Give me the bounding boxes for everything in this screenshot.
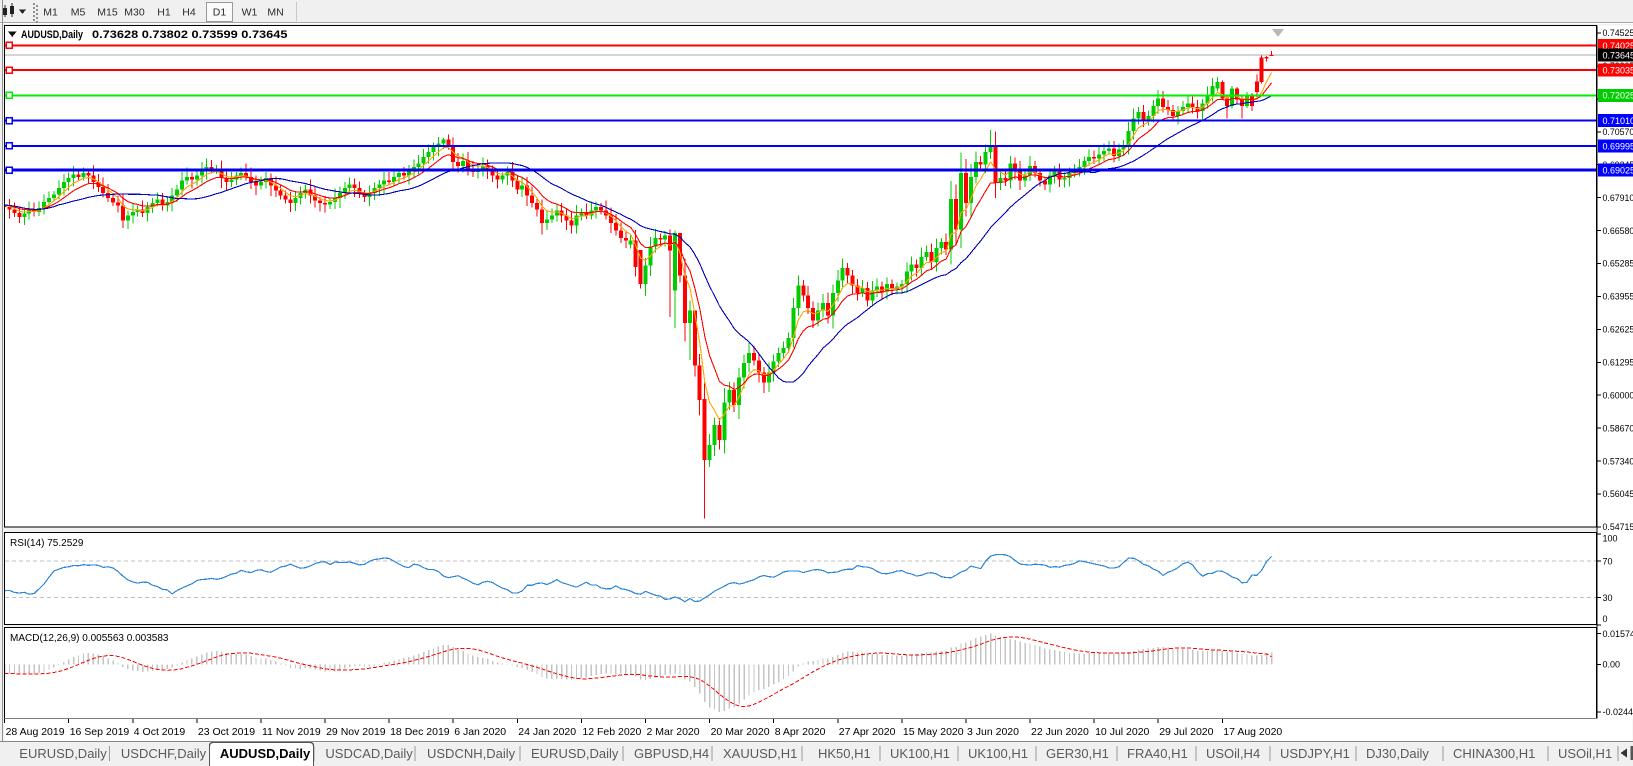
svg-text:MN: MN	[267, 7, 283, 19]
svg-text:17 Aug 2020: 17 Aug 2020	[1223, 726, 1282, 738]
svg-text:M5: M5	[71, 7, 86, 19]
svg-text:0.58670: 0.58670	[1603, 423, 1633, 433]
svg-text:UK100,H1: UK100,H1	[890, 746, 950, 761]
svg-text:USOil,H1: USOil,H1	[1558, 746, 1612, 761]
svg-text:USDJPY,H1: USDJPY,H1	[1280, 746, 1350, 761]
svg-text:70: 70	[1603, 556, 1613, 566]
svg-text:0.56045: 0.56045	[1603, 489, 1633, 499]
svg-text:0: 0	[1603, 614, 1608, 624]
svg-text:MACD(12,26,9) 0.005563 0.00358: MACD(12,26,9) 0.005563 0.003583	[10, 633, 169, 644]
svg-text:12 Feb 2020: 12 Feb 2020	[582, 726, 641, 738]
svg-text:18 Dec 2019: 18 Dec 2019	[390, 726, 450, 738]
svg-text:0.72025: 0.72025	[1603, 91, 1633, 101]
svg-text:-0.0244: -0.0244	[1603, 707, 1633, 717]
svg-text:0.63955: 0.63955	[1603, 292, 1633, 302]
svg-text:29 Nov 2019: 29 Nov 2019	[326, 726, 386, 738]
svg-text:0.71010: 0.71010	[1603, 116, 1633, 126]
svg-text:0.73645: 0.73645	[1603, 50, 1633, 60]
svg-text:29 Jul 2020: 29 Jul 2020	[1159, 726, 1213, 738]
svg-text:USDCAD,Daily: USDCAD,Daily	[325, 746, 413, 761]
svg-text:0.67910: 0.67910	[1603, 193, 1633, 203]
svg-text:0.65285: 0.65285	[1603, 259, 1633, 269]
svg-text:EURUSD,Daily: EURUSD,Daily	[19, 746, 107, 761]
svg-text:M1: M1	[43, 7, 58, 19]
svg-text:0.74525: 0.74525	[1603, 28, 1633, 38]
svg-text:GER30,H1: GER30,H1	[1046, 746, 1109, 761]
svg-text:RSI(14) 75.2529: RSI(14) 75.2529	[10, 538, 84, 549]
svg-text:0.73035: 0.73035	[1603, 66, 1633, 76]
svg-text:28 Aug 2019: 28 Aug 2019	[6, 726, 65, 738]
svg-text:H1: H1	[157, 7, 171, 19]
svg-text:0.73628 0.73802 0.73599 0.7364: 0.73628 0.73802 0.73599 0.73645	[92, 29, 288, 41]
svg-text:0.74025: 0.74025	[1603, 41, 1633, 51]
svg-text:8 Apr 2020: 8 Apr 2020	[775, 726, 826, 738]
svg-text:M30: M30	[124, 7, 145, 19]
svg-text:HK50,H1: HK50,H1	[818, 746, 871, 761]
svg-text:DJ30,Daily: DJ30,Daily	[1366, 746, 1429, 761]
svg-text:0.66580: 0.66580	[1603, 226, 1633, 236]
svg-text:22 Jun 2020: 22 Jun 2020	[1031, 726, 1089, 738]
svg-text:2 Mar 2020: 2 Mar 2020	[647, 726, 700, 738]
svg-text:6 Jan 2020: 6 Jan 2020	[454, 726, 506, 738]
svg-text:15 May 2020: 15 May 2020	[903, 726, 964, 738]
svg-text:10 Jul 2020: 10 Jul 2020	[1095, 726, 1149, 738]
svg-text:3 Jun 2020: 3 Jun 2020	[967, 726, 1019, 738]
svg-text:M15: M15	[97, 7, 118, 19]
svg-text:23 Oct 2019: 23 Oct 2019	[198, 726, 255, 738]
svg-text:0.00: 0.00	[1603, 660, 1621, 670]
svg-text:H4: H4	[182, 7, 196, 19]
svg-text:0.62625: 0.62625	[1603, 325, 1633, 335]
svg-text:0.69025: 0.69025	[1603, 166, 1633, 176]
svg-text:11 Nov 2019: 11 Nov 2019	[262, 726, 321, 738]
svg-text:24 Jan 2020: 24 Jan 2020	[518, 726, 576, 738]
svg-text:4 Oct 2019: 4 Oct 2019	[134, 726, 186, 738]
svg-text:D1: D1	[213, 7, 227, 19]
svg-text:27 Apr 2020: 27 Apr 2020	[839, 726, 896, 738]
svg-text:0.61295: 0.61295	[1603, 358, 1633, 368]
svg-text:0.70570: 0.70570	[1603, 127, 1633, 137]
svg-text:20 Mar 2020: 20 Mar 2020	[711, 726, 770, 738]
svg-text:EURUSD,Daily: EURUSD,Daily	[531, 746, 619, 761]
svg-text:0.57340: 0.57340	[1603, 456, 1633, 466]
svg-text:GBPUSD,H4: GBPUSD,H4	[634, 746, 709, 761]
svg-text:0.54715: 0.54715	[1603, 522, 1633, 532]
svg-text:USDCHF,Daily: USDCHF,Daily	[121, 746, 207, 761]
svg-text:AUDUSD,Daily: AUDUSD,Daily	[220, 746, 311, 761]
svg-text:0.60000: 0.60000	[1603, 390, 1633, 400]
svg-text:CHINA300,H1: CHINA300,H1	[1453, 746, 1535, 761]
svg-text:FRA40,H1: FRA40,H1	[1127, 746, 1188, 761]
svg-text:100: 100	[1603, 534, 1618, 544]
svg-text:W1: W1	[242, 7, 258, 19]
svg-text:USDCNH,Daily: USDCNH,Daily	[427, 746, 516, 761]
svg-text:0.01574: 0.01574	[1603, 629, 1633, 639]
svg-text:30: 30	[1603, 593, 1613, 603]
svg-text:0.69995: 0.69995	[1603, 141, 1633, 151]
svg-text:USOil,H4: USOil,H4	[1206, 746, 1260, 761]
svg-text:UK100,H1: UK100,H1	[968, 746, 1028, 761]
svg-text:XAUUSD,H1: XAUUSD,H1	[723, 746, 797, 761]
svg-text:16 Sep 2019: 16 Sep 2019	[70, 726, 130, 738]
svg-text:AUDUSD,Daily: AUDUSD,Daily	[21, 29, 84, 41]
